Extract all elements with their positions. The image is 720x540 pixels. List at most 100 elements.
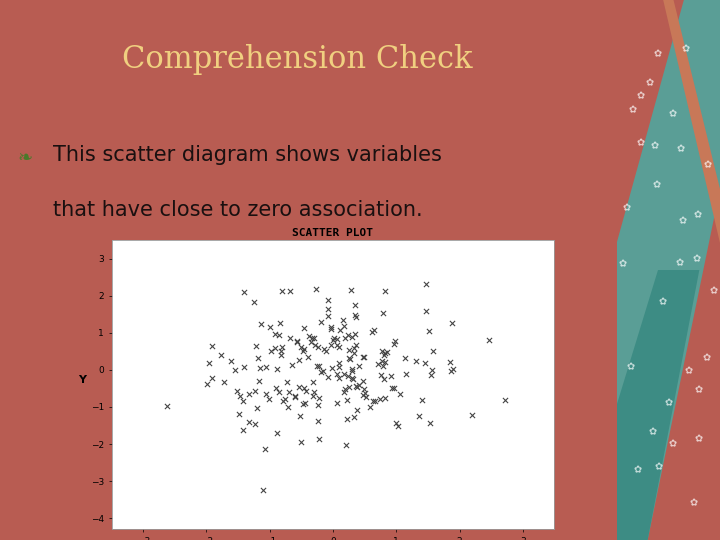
Text: ✿: ✿ (622, 204, 630, 214)
Text: ✿: ✿ (677, 144, 685, 154)
Text: Comprehension Check: Comprehension Check (122, 44, 472, 75)
Point (369, 396, 380, 405)
Point (301, 386, 312, 395)
Point (357, 353, 369, 362)
Point (254, 363, 266, 372)
Point (413, 412, 425, 421)
Point (386, 383, 397, 392)
Point (364, 403, 376, 411)
Point (351, 406, 363, 414)
Point (307, 334, 318, 343)
Point (235, 392, 246, 400)
Text: ✿: ✿ (682, 45, 690, 55)
Point (326, 364, 338, 373)
Text: ✿: ✿ (702, 353, 711, 363)
Point (328, 333, 340, 342)
Point (279, 394, 291, 403)
Text: ✿: ✿ (648, 428, 656, 438)
Point (347, 374, 359, 383)
Text: ✿: ✿ (636, 92, 644, 102)
Point (275, 351, 287, 360)
Point (361, 223, 373, 232)
Point (294, 411, 306, 420)
Point (264, 323, 276, 332)
Point (313, 361, 325, 370)
Point (317, 366, 328, 375)
Point (339, 384, 351, 393)
Point (350, 341, 361, 350)
Point (341, 415, 352, 423)
Point (333, 373, 345, 382)
Point (284, 287, 296, 296)
Point (374, 395, 385, 403)
Point (298, 383, 310, 392)
Text: ✿: ✿ (675, 259, 683, 268)
Point (313, 394, 325, 402)
Point (283, 387, 294, 396)
Point (216, 350, 228, 359)
Point (295, 342, 307, 351)
Point (366, 397, 378, 406)
Point (343, 346, 355, 354)
Point (294, 355, 305, 364)
Point (206, 341, 217, 350)
Point (323, 312, 334, 321)
Point (276, 287, 287, 295)
Text: ✿: ✿ (626, 362, 634, 372)
Point (348, 413, 359, 421)
Point (225, 356, 237, 365)
Point (315, 318, 327, 326)
Point (427, 347, 438, 355)
Point (343, 354, 355, 363)
Point (368, 326, 379, 334)
Point (276, 343, 288, 352)
Point (264, 394, 275, 403)
Point (315, 368, 327, 376)
Point (309, 340, 320, 349)
Point (426, 365, 438, 374)
Point (253, 377, 265, 386)
Point (338, 388, 350, 396)
Text: ✿: ✿ (636, 138, 644, 149)
Point (312, 400, 324, 409)
Point (282, 378, 293, 387)
Point (269, 329, 281, 338)
Point (325, 340, 336, 349)
Text: ✿: ✿ (668, 439, 676, 449)
Point (251, 403, 263, 412)
Text: ✿: ✿ (650, 141, 659, 151)
Point (238, 288, 250, 297)
Point (360, 389, 372, 397)
Text: ✿: ✿ (618, 259, 626, 269)
Point (349, 300, 361, 309)
Point (218, 377, 230, 386)
Point (238, 362, 249, 371)
Text: ✿: ✿ (678, 216, 686, 226)
Point (379, 357, 391, 366)
Text: ✿: ✿ (690, 498, 698, 508)
Point (323, 296, 334, 305)
Point (292, 338, 303, 346)
Point (202, 380, 213, 388)
Point (333, 358, 344, 367)
Text: ✿: ✿ (693, 254, 701, 265)
Point (343, 354, 355, 363)
Point (278, 396, 289, 405)
Point (312, 362, 323, 370)
Point (346, 374, 358, 382)
Point (333, 342, 345, 351)
Point (331, 370, 343, 379)
Point (357, 376, 369, 385)
Point (297, 347, 309, 355)
Point (305, 338, 317, 347)
Point (333, 363, 345, 372)
Point (377, 362, 389, 370)
Point (203, 359, 215, 367)
Point (379, 394, 391, 403)
Point (341, 441, 352, 449)
Point (297, 400, 308, 409)
Text: ✿: ✿ (685, 366, 693, 376)
Point (348, 344, 359, 353)
Text: ✿: ✿ (652, 180, 661, 191)
Point (259, 444, 271, 453)
